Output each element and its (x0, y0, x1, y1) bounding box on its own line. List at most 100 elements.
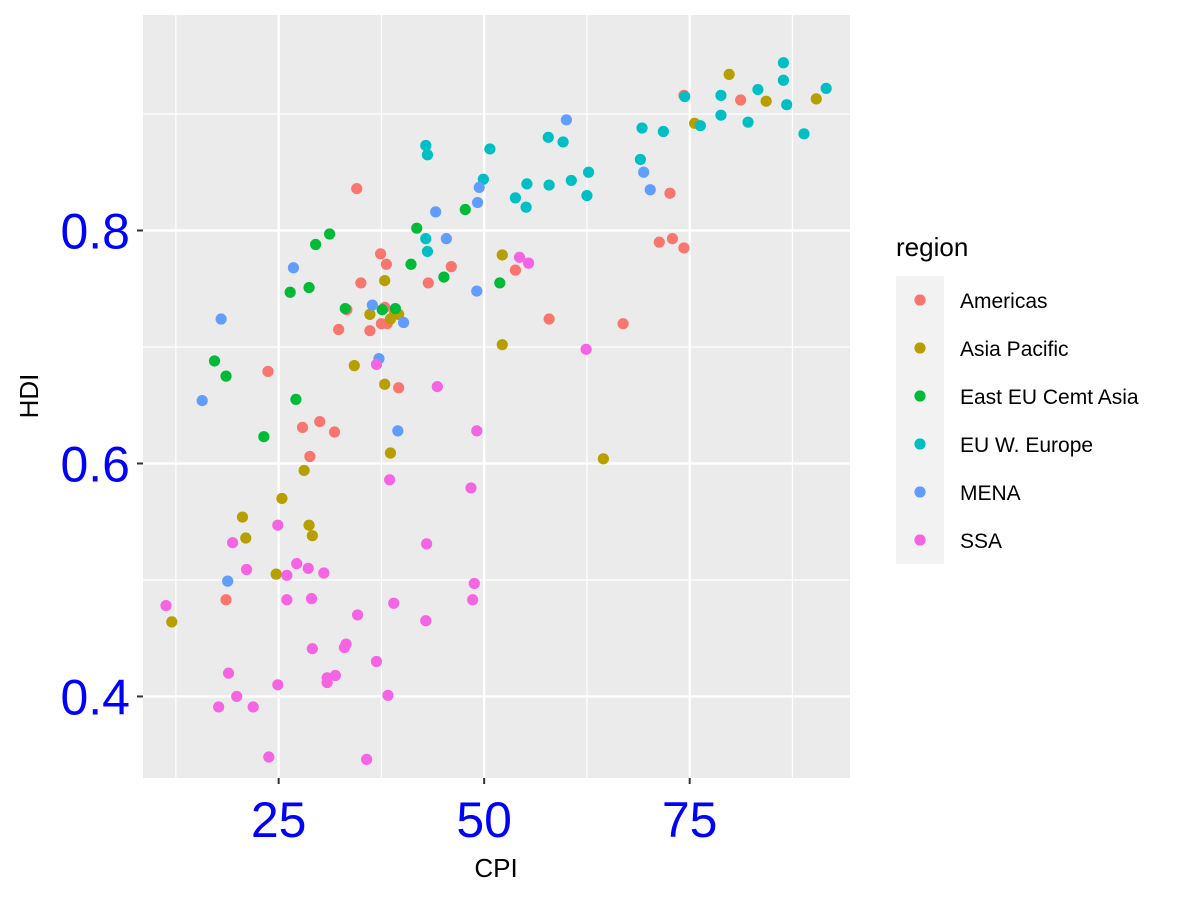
data-point (742, 116, 754, 128)
grid-minor (143, 15, 850, 778)
data-point (465, 482, 477, 494)
data-point (392, 425, 404, 437)
data-point (393, 382, 405, 394)
data-point (715, 109, 727, 121)
data-point (653, 236, 665, 248)
axis-ticks (137, 229, 691, 784)
data-point (388, 597, 400, 609)
data-points (160, 57, 832, 765)
data-point (638, 166, 650, 178)
data-point (340, 638, 352, 650)
data-point (557, 136, 569, 148)
legend-label: Asia Pacific (960, 338, 1069, 361)
data-point (522, 257, 535, 269)
data-point (542, 131, 554, 143)
legend-item: SSA (914, 530, 1002, 553)
legend-label: MENA (960, 482, 1021, 505)
data-point (459, 203, 471, 216)
y-tick-labels: 0.4 0.6 0.8 (60, 204, 130, 726)
data-point (666, 233, 679, 245)
y-tick-label: 0.6 (60, 436, 130, 492)
data-point (355, 277, 367, 289)
legend-item: MENA (914, 482, 1021, 505)
data-point (484, 143, 496, 155)
legend-item: Asia Pacific (914, 338, 1069, 361)
data-point (420, 233, 432, 245)
data-point (276, 492, 288, 505)
legend: region Americas Asia Pacific East EU Cemt … (896, 232, 1139, 564)
y-tick-label: 0.8 (60, 204, 130, 260)
y-axis-title: HDI (14, 374, 44, 419)
data-point (543, 179, 555, 191)
data-point (560, 114, 572, 126)
data-point (735, 94, 747, 106)
data-point (820, 82, 832, 94)
x-tick-label: 75 (662, 792, 718, 848)
data-point (364, 308, 376, 320)
data-point (236, 511, 249, 523)
data-point (597, 453, 609, 465)
data-point (509, 192, 522, 204)
data-point (370, 358, 383, 371)
data-point (281, 569, 293, 581)
data-point (160, 599, 172, 612)
data-point (513, 251, 526, 263)
data-point (521, 178, 533, 190)
data-point (565, 174, 577, 187)
data-point (272, 679, 284, 691)
data-point (291, 558, 303, 570)
plot-panel (143, 15, 850, 778)
data-point (380, 258, 392, 270)
data-point (657, 125, 669, 138)
data-point (634, 153, 646, 166)
data-point (306, 643, 318, 655)
data-point (303, 281, 315, 294)
data-point (281, 594, 293, 606)
data-point (723, 68, 735, 81)
legend-label: EU W. Europe (960, 434, 1093, 457)
legend-item: EU W. Europe (914, 434, 1093, 457)
data-point (318, 567, 330, 579)
grid-major (143, 15, 850, 778)
data-point (166, 616, 178, 628)
data-point (351, 609, 364, 621)
legend-key-background (896, 276, 944, 564)
data-point (364, 325, 376, 337)
data-point (471, 196, 484, 209)
data-point (324, 228, 336, 240)
data-point (384, 313, 397, 325)
data-point (810, 93, 822, 105)
data-point (333, 323, 345, 336)
data-point (389, 302, 401, 315)
data-point (543, 313, 555, 325)
data-point (384, 447, 397, 459)
data-point (617, 318, 629, 330)
data-point (694, 120, 706, 132)
data-point (379, 378, 391, 390)
data-point (374, 248, 387, 260)
data-point (302, 562, 314, 574)
data-point (247, 701, 259, 713)
data-point (366, 299, 378, 311)
data-point (509, 264, 522, 276)
data-point (471, 285, 483, 297)
data-point (398, 316, 410, 329)
data-point (781, 99, 793, 111)
data-point (636, 122, 648, 134)
x-axis-title: CPI (474, 853, 517, 883)
data-point (227, 537, 239, 549)
legend-key (914, 390, 926, 402)
data-point (222, 575, 234, 587)
data-point (303, 519, 315, 531)
data-point (438, 271, 450, 283)
data-point (215, 313, 227, 325)
data-point (777, 57, 790, 69)
data-point (422, 277, 434, 289)
data-point (420, 615, 432, 627)
data-point (305, 593, 318, 605)
legend-key (914, 438, 926, 450)
data-point (494, 277, 506, 289)
data-point (798, 128, 810, 140)
data-point (284, 286, 296, 298)
data-point (471, 425, 483, 437)
